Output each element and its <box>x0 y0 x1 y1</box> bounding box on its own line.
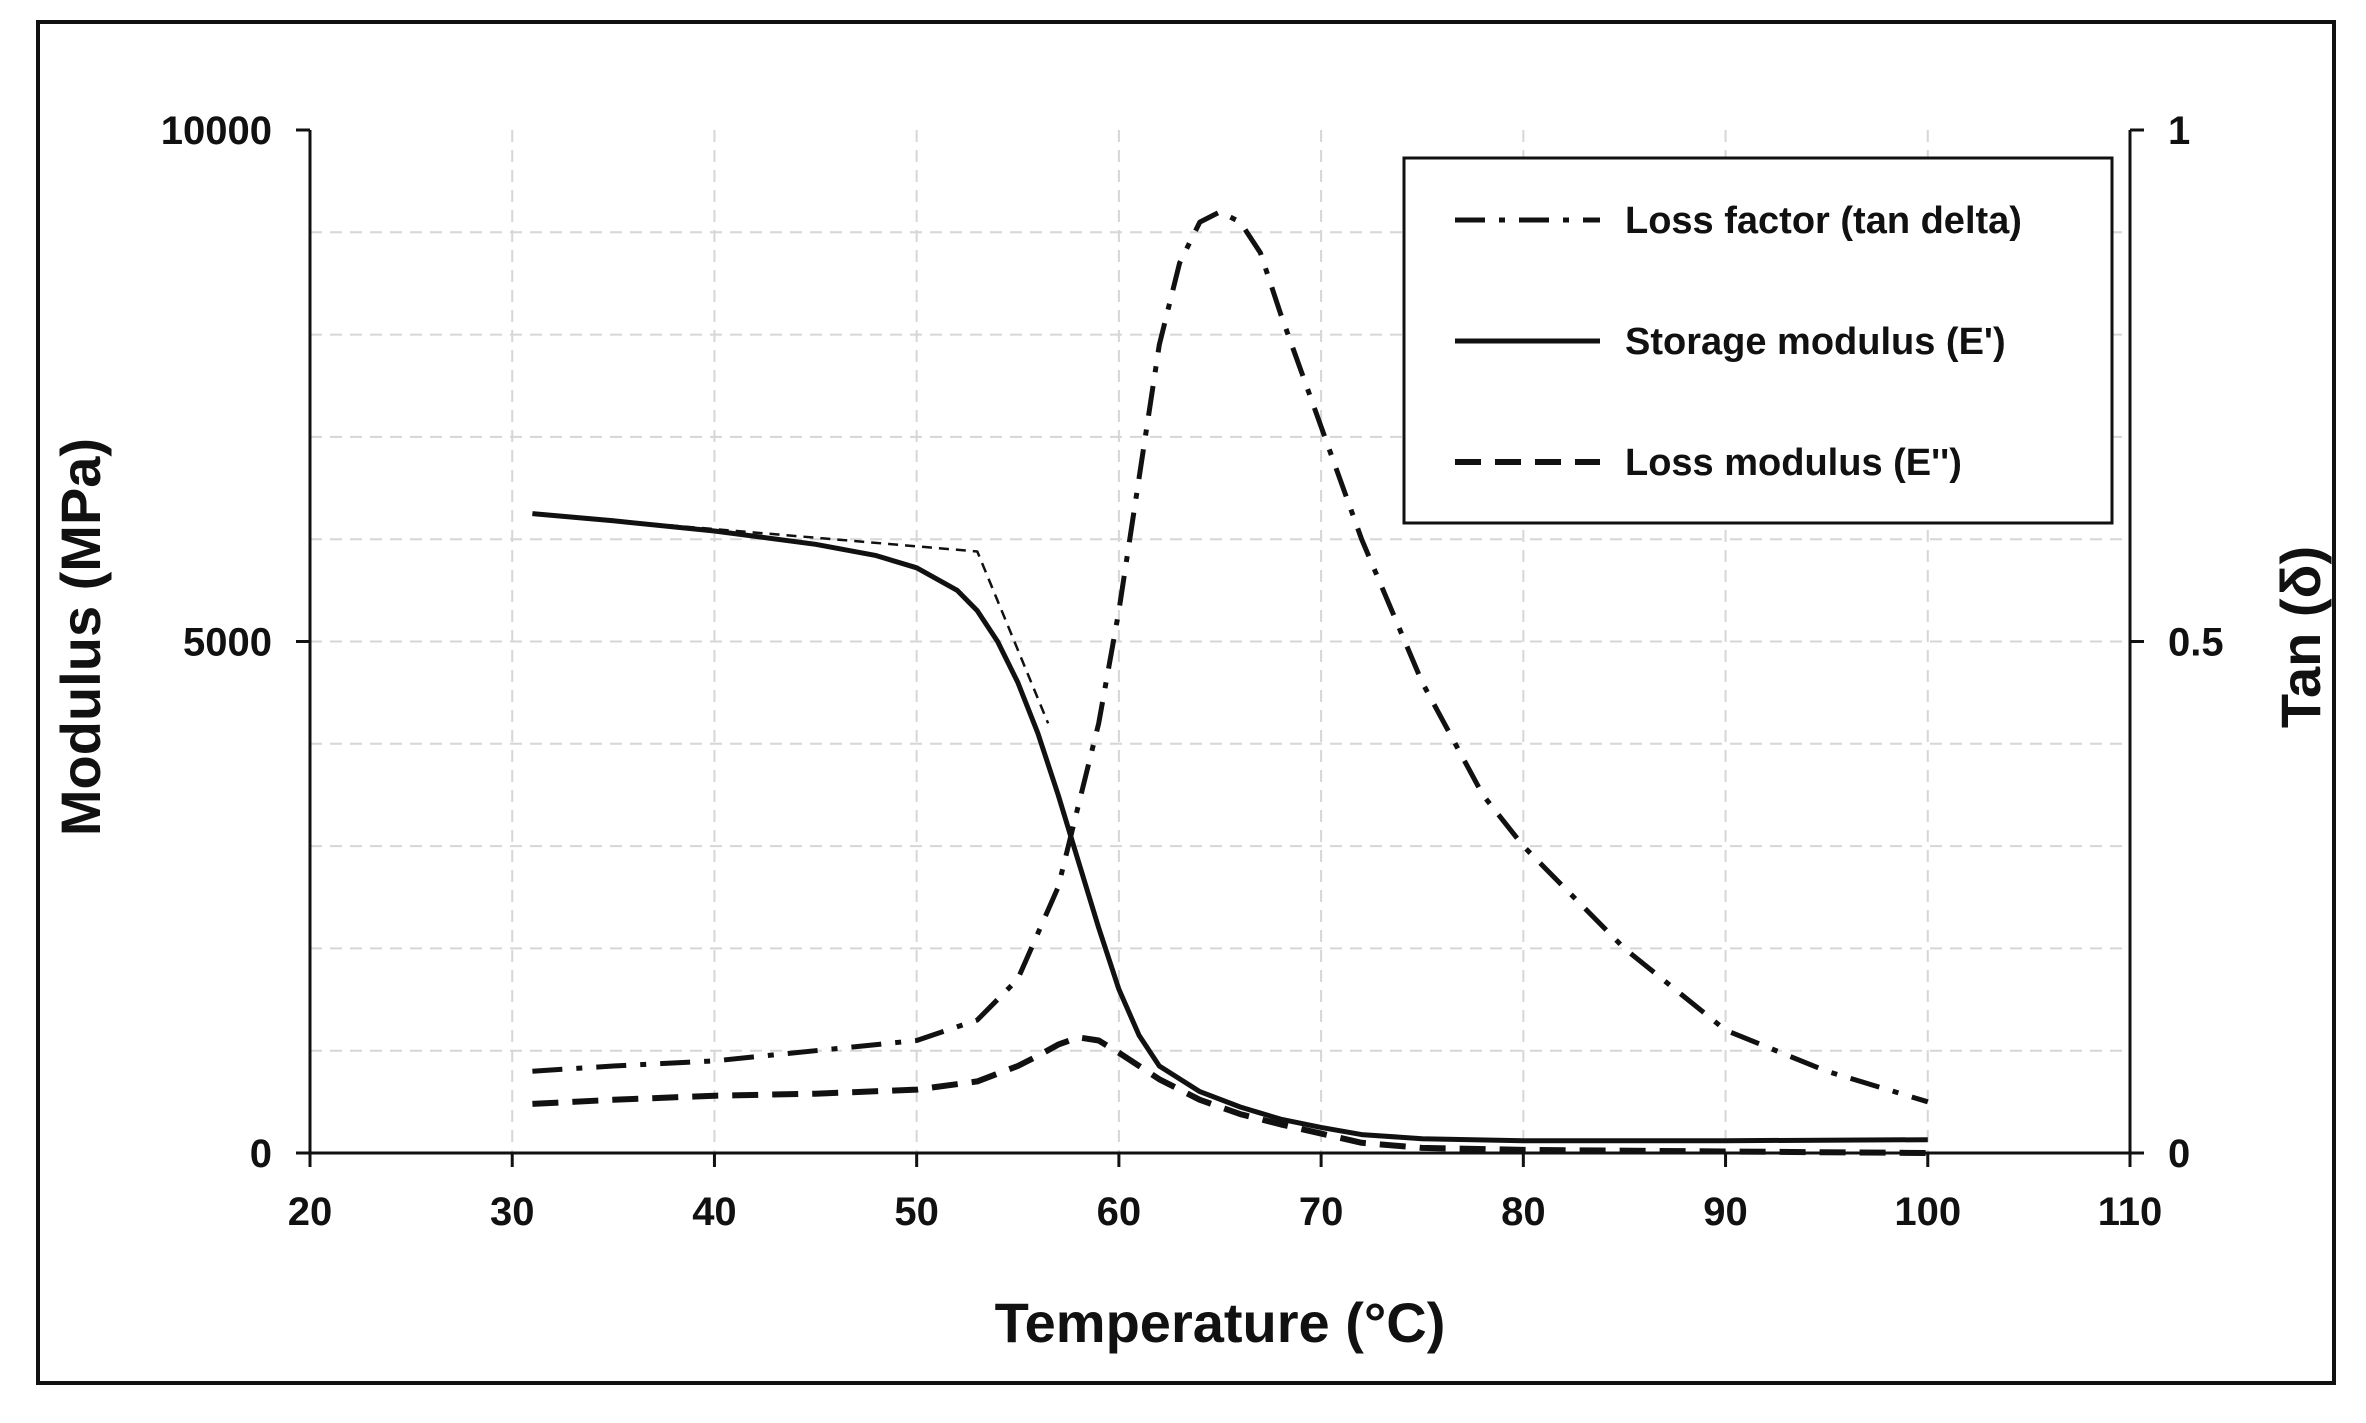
x-tick-label: 60 <box>1097 1190 1142 1234</box>
x-tick-label: 40 <box>692 1190 737 1234</box>
legend-label-storage-modulus: Storage modulus (E') <box>1625 321 2006 363</box>
x-tick-label: 90 <box>1703 1190 1748 1234</box>
series-line-loss-modulus-e <box>532 1034 1928 1156</box>
x-axis-title: Temperature (°C) <box>995 1291 1446 1354</box>
y-tick-label: 10000 <box>161 109 272 153</box>
y2-tick-label: 0.5 <box>2168 621 2224 665</box>
y2-tick-label: 0 <box>2168 1132 2190 1176</box>
legend-item-loss-modulus: Loss modulus (E'') <box>1455 442 1962 484</box>
legend-item-storage-modulus: Storage modulus (E') <box>1455 321 2006 363</box>
y-tick-label: 0 <box>250 1132 272 1176</box>
x-tick-label: 110 <box>2098 1190 2163 1234</box>
x-tick-label: 70 <box>1299 1190 1344 1234</box>
x-tick-label: 30 <box>490 1190 535 1234</box>
y2-axis-title: Tan (δ) <box>2269 546 2332 728</box>
y2-tick-label: 1 <box>2168 109 2190 153</box>
x-tick-label: 100 <box>1894 1190 1961 1234</box>
x-tick-label: 20 <box>288 1190 333 1234</box>
y-tick-label: 5000 <box>183 621 272 665</box>
legend: Loss factor (tan delta) Storage modulus … <box>1402 156 2114 525</box>
y-axis-title: Modulus (MPa) <box>49 438 112 836</box>
x-tick-label: 50 <box>894 1190 939 1234</box>
x-tick-label: 80 <box>1501 1190 1546 1234</box>
series-line-loss-factor-tan-delta <box>532 209 1929 1105</box>
series-line-storage-modulus-e <box>532 511 1928 1144</box>
legend-label-loss-modulus: Loss modulus (E'') <box>1625 442 1962 484</box>
series <box>532 209 1929 1156</box>
legend-item-loss-factor: Loss factor (tan delta) <box>1455 200 2022 242</box>
grid <box>310 130 2130 1153</box>
legend-label-loss-factor: Loss factor (tan delta) <box>1625 200 2022 242</box>
series-line-onset-tangent <box>532 512 1050 724</box>
